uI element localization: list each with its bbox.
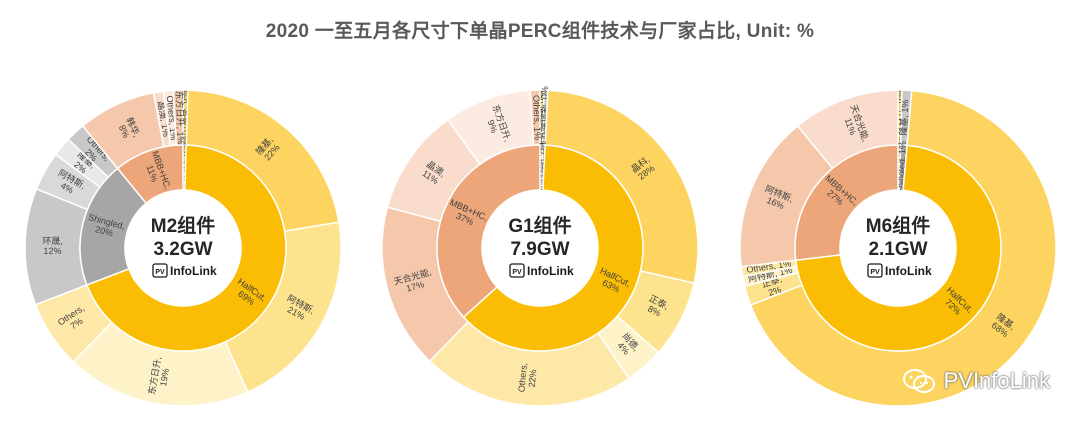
center-total: 2.1GW	[868, 239, 927, 260]
center-name: M6组件	[866, 214, 930, 237]
inner-segment-label: Shingled, 0%	[536, 141, 548, 194]
outer-segment-label: 隆基, 1%	[898, 99, 911, 136]
outer-segment-label: Others, 1%	[531, 95, 542, 140]
center-total: 7.9GW	[510, 239, 569, 260]
infolink-logo: PV InfoLink	[867, 263, 932, 278]
svg-text:PV: PV	[155, 269, 165, 276]
svg-text:PV: PV	[870, 269, 880, 276]
outer-segment-label: 东方日升, 1%	[174, 90, 187, 144]
inner-segment	[462, 144, 644, 352]
center-name: G1组件	[508, 214, 571, 237]
infolink-logo: PV InfoLink	[152, 263, 217, 278]
watermark-text: PVInfoLink	[943, 368, 1050, 393]
outer-segment-label: 鼎山海泰, 0%	[178, 90, 190, 144]
page-title: 2020 一至五月各尺寸下单晶PERC组件技术与厂家占比, Unit: %	[265, 21, 815, 42]
watermark: PVInfoLink	[902, 368, 1050, 394]
svg-text:InfoLink: InfoLink	[170, 264, 217, 278]
outer-segment-label: Others,22%	[517, 362, 539, 393]
outer-segment-label: 环晟, 12%	[42, 236, 63, 256]
svg-text:InfoLink: InfoLink	[527, 264, 574, 278]
wechat-icon	[902, 369, 935, 393]
sunburst-G1组件: 鼎山海泰, 0%江苏隆信新, 0%晶科,28%正泰,8%尚德,4%Others,…	[381, 86, 699, 407]
center-total: 3.2GW	[153, 239, 212, 260]
infolink-logo: PV InfoLink	[509, 263, 574, 278]
sunburst-M2组件: 鼎山海泰, 0%隆基,22%阿特斯,21%东方日升,19%Others,7%环晟…	[24, 89, 342, 407]
center-name: M2组件	[151, 214, 215, 237]
svg-text:InfoLink: InfoLink	[885, 264, 932, 278]
svg-text:PV: PV	[512, 269, 522, 276]
sunburst-M6组件: 东方日升, 0%隆基, 1%隆基,68%正泰,2%阿特斯, 1%Others, …	[739, 89, 1057, 407]
